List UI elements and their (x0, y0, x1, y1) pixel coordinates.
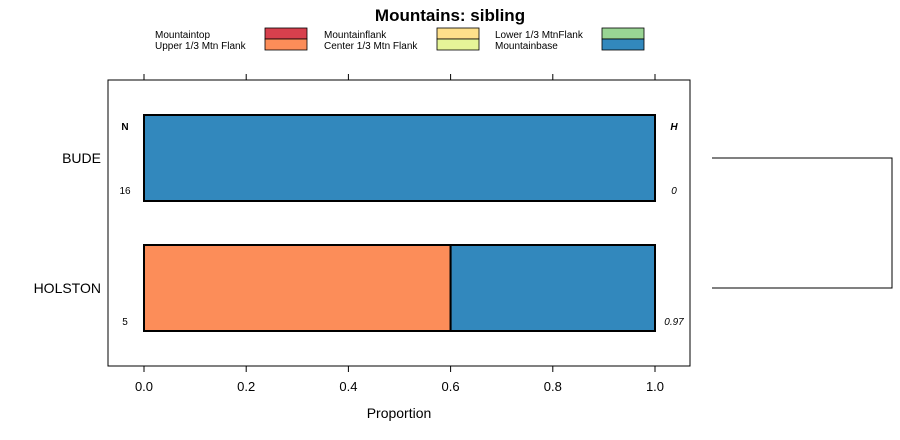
category-label-bude: BUDE (62, 150, 101, 166)
n-value-bude: 16 (119, 186, 131, 197)
bars (143, 114, 656, 332)
legend-label-mountaintop: Mountaintop (155, 30, 210, 41)
category-labels: BUDE HOLSTON (34, 150, 101, 296)
h-header: H (670, 122, 678, 133)
legend-label-center-1-3-mtn-flank: Center 1/3 Mtn Flank (324, 41, 418, 52)
legend-label-upper-1-3-mtn-flank: Upper 1/3 Mtn Flank (155, 41, 247, 52)
x-tick-label: 0.6 (442, 379, 460, 394)
legend-swatch-lower-1-3-mtnflank (601, 27, 645, 40)
x-axis-title: Proportion (367, 405, 432, 421)
annotations: N H 16 5 0 0.97 (119, 122, 684, 328)
h-value-holston: 0.97 (664, 317, 684, 328)
legend-swatch-mountainbase (601, 38, 645, 51)
legend-swatch-upper-1-3-mtn-flank (264, 38, 308, 51)
legend-swatch-center-1-3-mtn-flank (436, 38, 480, 51)
x-tick-label: 0.8 (544, 379, 562, 394)
x-tick-label: 0.4 (339, 379, 357, 394)
plot-panel (107, 79, 691, 367)
legend-swatch-mountaintop (264, 27, 308, 40)
bar-holston-upper-1-3-mtn-flank (143, 244, 452, 332)
bar-holston-mountainbase (449, 244, 656, 332)
n-value-holston: 5 (122, 317, 128, 328)
dendrogram (712, 157, 893, 289)
n-header: N (121, 122, 128, 133)
legend-label-mountainflank: Mountainflank (324, 30, 387, 41)
bar-bude-mountainbase (143, 114, 656, 202)
legend-label-lower-1-3-mtnflank: Lower 1/3 MtnFlank (495, 30, 584, 41)
h-value-bude: 0 (671, 186, 677, 197)
x-tick-label: 1.0 (646, 379, 664, 394)
legend-swatch-mountainflank (436, 27, 480, 40)
legend-label-mountainbase: Mountainbase (495, 41, 558, 52)
chart-title: Mountains: sibling (375, 6, 525, 25)
x-axis: 0.0 0.2 0.4 0.6 0.8 1.0 (135, 74, 664, 394)
x-tick-label: 0.0 (135, 379, 153, 394)
x-tick-label: 0.2 (237, 379, 255, 394)
category-label-holston: HOLSTON (34, 280, 101, 296)
dendrogram-branch (712, 157, 893, 289)
